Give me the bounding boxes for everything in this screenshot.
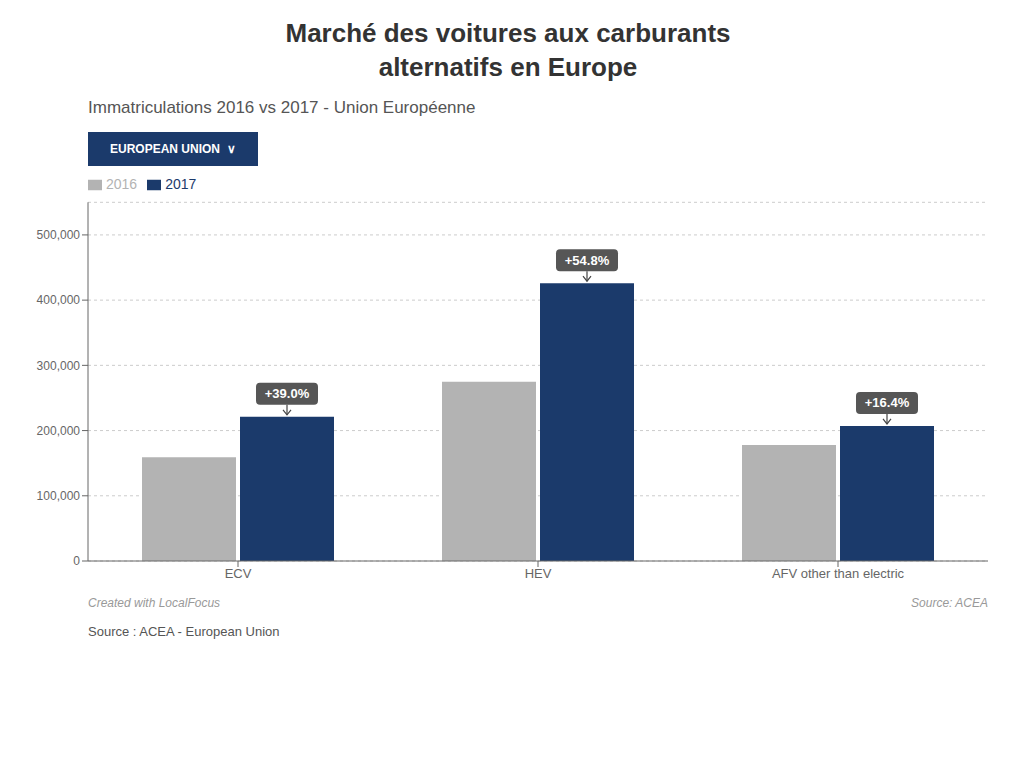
svg-text:ECV: ECV <box>225 566 252 581</box>
svg-text:AFV other than electric: AFV other than electric <box>772 566 905 581</box>
svg-text:HEV: HEV <box>525 566 552 581</box>
html-text:2017: 2017 <box>165 176 197 192</box>
html-text:2016: 2016 <box>106 176 138 192</box>
html-text:Source : ACEA - European Union: Source : ACEA - European Union <box>88 624 280 639</box>
svg-text:0: 0 <box>73 554 80 568</box>
svg-text:+39.0%: +39.0% <box>265 386 310 401</box>
svg-text:400,000: 400,000 <box>37 293 81 307</box>
html-text:EUROPEAN UNION ∨: EUROPEAN UNION ∨ <box>110 142 236 156</box>
html-text:Immatriculations 2016 vs 2017: Immatriculations 2016 vs 2017 - Union Eu… <box>88 98 476 117</box>
html-text:Created with LocalFocus: Created with LocalFocus <box>88 596 221 610</box>
svg-text:200,000: 200,000 <box>37 424 81 438</box>
html-text:Marché des voitures aux carbur: Marché des voitures aux carburants <box>285 18 731 48</box>
html-text:alternatifs en Europe: alternatifs en Europe <box>378 52 638 82</box>
svg-text:100,000: 100,000 <box>37 489 81 503</box>
html-text:Source: ACEA: Source: ACEA <box>911 596 988 610</box>
svg-text:300,000: 300,000 <box>37 359 81 373</box>
svg-text:+16.4%: +16.4% <box>865 395 910 410</box>
svg-text:500,000: 500,000 <box>37 228 81 242</box>
svg-text:+54.8%: +54.8% <box>565 253 610 268</box>
